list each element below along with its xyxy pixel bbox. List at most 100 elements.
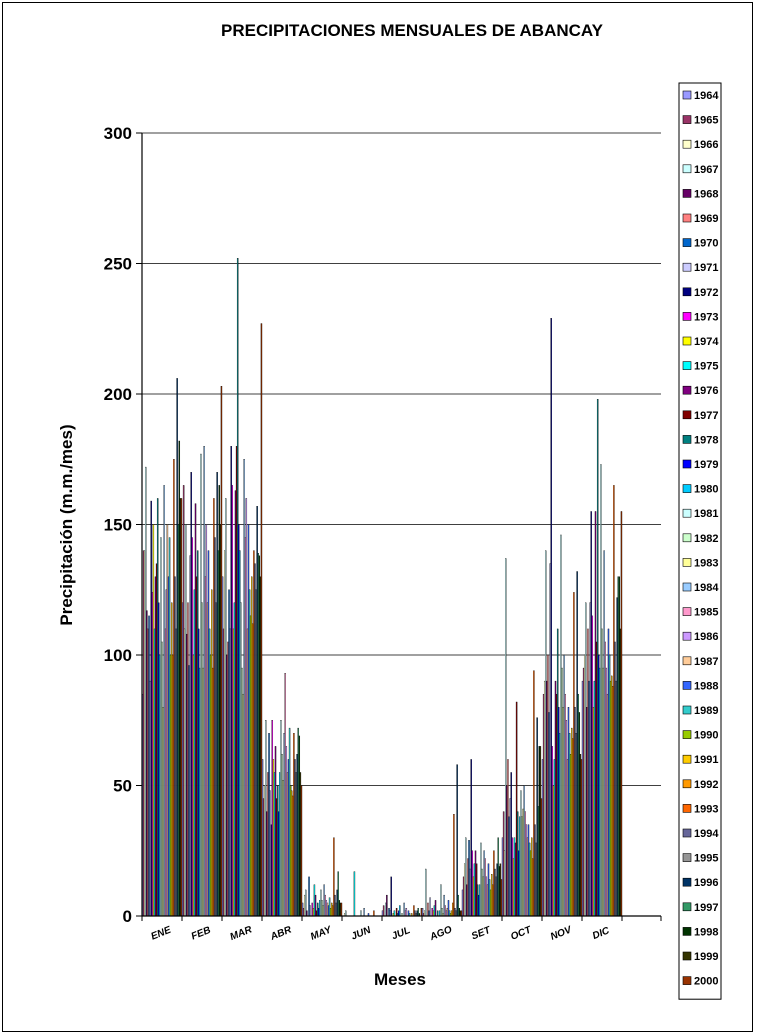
- bar-2000-FEB: [220, 385, 223, 917]
- legend-swatch-1964: [682, 90, 692, 100]
- chart-title: PRECIPITACIONES MENSUALES DE ABANCAY: [221, 21, 604, 40]
- bar-1996-AGO: [456, 764, 458, 917]
- legend-label-1987: 1987: [694, 656, 718, 668]
- bar-2000-ABR: [300, 785, 303, 917]
- legend-label-1994: 1994: [694, 828, 719, 840]
- legend-swatch-1979: [682, 459, 692, 469]
- y-tick-label: 200: [104, 385, 132, 404]
- x-tick-label-oct: OCT: [509, 924, 534, 942]
- legend-label-1978: 1978: [694, 434, 718, 446]
- legend-swatch-1980: [682, 484, 692, 493]
- legend-swatch-2000: [682, 976, 692, 985]
- legend-swatch-1993: [682, 804, 692, 813]
- x-tick-label-ago: AGO: [428, 924, 454, 943]
- legend-label-1979: 1979: [694, 459, 718, 471]
- legend-swatch-1967: [682, 164, 692, 174]
- legend-swatch-1986: [682, 631, 692, 641]
- legend-label-1988: 1988: [694, 680, 718, 692]
- x-tick-label-ene: ENE: [149, 925, 172, 943]
- bar-1975-JUN: [353, 871, 356, 917]
- bar-2000-NOV: [580, 759, 583, 917]
- legend-label-1984: 1984: [694, 582, 719, 594]
- bar-1968-JUL: [386, 894, 388, 917]
- y-tick-label: 100: [104, 646, 132, 665]
- legend-swatch-1991: [682, 754, 692, 764]
- legend-swatch-1988: [682, 681, 692, 690]
- legend-label-1993: 1993: [694, 803, 718, 815]
- y-tick-label: 300: [104, 124, 132, 143]
- bar-2000-JUL: [420, 907, 423, 917]
- bar-1967-AGO: [425, 868, 427, 917]
- legend-label-1983: 1983: [694, 557, 718, 569]
- y-axis-title: Precipitación (m.m./mes): [57, 424, 76, 625]
- legend: 1964 1965 1966 1967 1968 1969 1970 1971 1972 1973…: [678, 82, 722, 1000]
- y-axis-ticks: 0 50 100 150 200 250 300: [104, 124, 142, 926]
- legend-swatch-1996: [682, 877, 692, 887]
- legend-swatch-1976: [682, 385, 692, 395]
- legend-label-1965: 1965: [694, 115, 718, 127]
- bar-2000-AGO: [460, 910, 463, 917]
- legend-label-1990: 1990: [694, 730, 718, 742]
- legend-label-1967: 1967: [694, 164, 718, 176]
- legend-swatch-1992: [682, 779, 692, 789]
- legend-swatch-1987: [682, 656, 692, 666]
- legend-swatch-1984: [682, 582, 692, 592]
- bar-1965-JUL: [382, 905, 385, 917]
- legend-label-1991: 1991: [694, 754, 718, 766]
- legend-label-1964: 1964: [694, 90, 719, 102]
- y-tick-label: 250: [104, 255, 132, 274]
- x-tick-label-jun: JUN: [350, 925, 373, 943]
- x-tick-label-nov: NOV: [549, 924, 574, 943]
- legend-label-1997: 1997: [694, 902, 718, 914]
- y-tick-label: 50: [113, 777, 132, 796]
- x-tick-label-feb: FEB: [190, 925, 213, 943]
- x-tick-label-mar: MAR: [228, 924, 254, 943]
- bar-1986-JUL: [405, 907, 408, 917]
- legend-swatch-1982: [682, 533, 692, 543]
- legend-swatch-1975: [682, 361, 692, 370]
- bar-1972-JUL: [390, 876, 392, 917]
- legend-label-1982: 1982: [694, 533, 718, 545]
- legend-label-1969: 1969: [694, 213, 718, 225]
- x-axis-title: Meses: [374, 970, 426, 989]
- x-tick-label-jul: JUL: [390, 925, 412, 942]
- bar-1971-MAY: [309, 905, 311, 917]
- legend-swatch-1998: [682, 927, 692, 936]
- legend-swatch-1990: [682, 730, 692, 739]
- x-tick-label-may: MAY: [309, 924, 334, 943]
- legend-label-1998: 1998: [694, 926, 718, 938]
- bar-1968-MAY: [306, 910, 308, 917]
- bar-2000-MAY: [340, 902, 343, 917]
- bar-1975-JUL: [393, 910, 396, 917]
- legend-label-1977: 1977: [694, 410, 718, 422]
- bar-1993-JUN: [373, 910, 375, 917]
- legend-label-1986: 1986: [694, 631, 718, 643]
- legend-label-1972: 1972: [694, 287, 718, 299]
- legend-label-1968: 1968: [694, 188, 718, 200]
- legend-label-2000: 2000: [694, 976, 718, 988]
- legend-swatch-1968: [682, 189, 692, 198]
- legend-label-1999: 1999: [694, 951, 718, 963]
- bar-1984-JUN: [363, 907, 365, 917]
- legend-label-1980: 1980: [694, 484, 718, 496]
- legend-label-1966: 1966: [694, 139, 718, 151]
- legend-label-1973: 1973: [694, 311, 718, 323]
- legend-swatch-1977: [682, 410, 692, 420]
- bar-2000-ENE: [180, 498, 183, 917]
- legend-swatch-1966: [682, 139, 692, 149]
- bar-1967-JUN: [345, 910, 347, 917]
- legend-label-1970: 1970: [694, 238, 718, 250]
- x-tick-label-abr: ABR: [268, 924, 294, 943]
- bar-2000-DIC: [620, 511, 623, 917]
- x-tick-label-set: SET: [470, 925, 493, 943]
- bar-1981-JUN: [360, 910, 362, 917]
- legend-label-1995: 1995: [694, 853, 718, 865]
- bar-1993-AGO: [453, 814, 455, 917]
- bar-2000-MAR: [260, 323, 263, 917]
- bar-1978-AGO: [436, 910, 439, 917]
- legend-swatch-1985: [682, 607, 692, 616]
- y-tick-label: 0: [123, 907, 132, 926]
- legend-label-1981: 1981: [694, 508, 718, 520]
- legend-swatch-1983: [682, 558, 692, 567]
